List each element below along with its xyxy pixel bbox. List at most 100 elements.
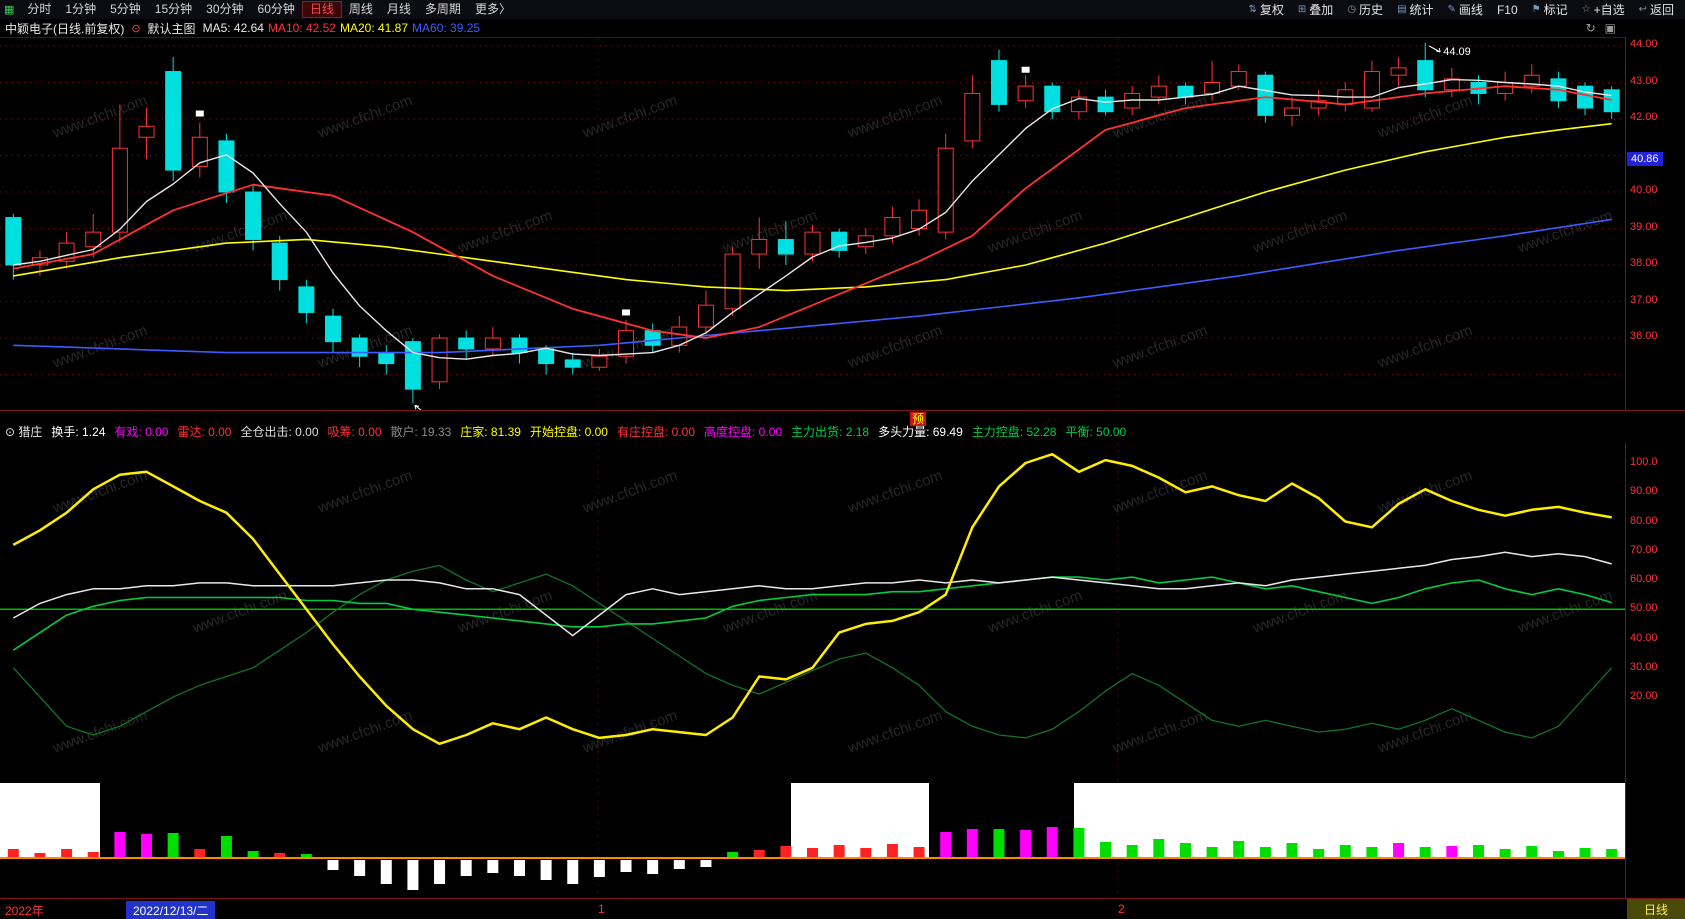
chart-style-icon[interactable]: ⊙ [131,22,141,35]
indicator-bar [567,860,579,884]
watermark: www.cfchi.com [1375,322,1475,372]
last-price-marker: 40.86 [1627,151,1663,166]
indicator-bar [673,860,685,869]
ma-label-2: MA20: 41.87 [339,21,409,35]
indicator-bar [1259,847,1271,858]
candle[interactable] [1417,42,1434,98]
watermark: www.cfchi.com [720,587,820,637]
candle[interactable] [1044,82,1061,120]
candle[interactable] [751,217,768,269]
candle[interactable] [937,133,954,240]
indicator-bar [1153,839,1165,858]
candle[interactable] [777,221,794,265]
indicator-axis-label-100.0: 100.0 [1630,456,1658,468]
period-tab-月线[interactable]: 月线 [386,2,411,16]
candle[interactable] [111,104,128,244]
candles-layer [5,42,1620,404]
tool-统计[interactable]: ▤ 统计 [1390,1,1440,18]
event-marker[interactable] [195,110,204,117]
period-tab-日线[interactable]: 日线 [301,1,342,18]
expand-icon[interactable]: ▣ [1604,21,1616,35]
bull-power-line [12,551,1612,637]
candle[interactable] [271,235,288,291]
candle[interactable] [5,213,22,280]
candle[interactable] [431,334,448,390]
candle[interactable] [1603,86,1620,119]
watermark: www.cfchi.com [1110,467,1210,517]
candle[interactable] [831,228,848,258]
month-label-2: 2 [1118,902,1125,916]
period-tab-周线[interactable]: 周线 [348,2,373,16]
indicator-bar [593,860,605,877]
candle[interactable] [1070,89,1087,119]
tool-标记[interactable]: ⚑ 标记 [1525,1,1575,18]
price-label-43.00: 43.00 [1630,74,1658,87]
app-grid-icon[interactable]: ▦ [4,4,15,16]
candle[interactable] [58,232,75,269]
candle[interactable] [990,49,1007,112]
indicator-axis-label-60.00: 60.00 [1630,573,1658,585]
period-tab-更多〉[interactable]: 更多〉 [474,2,511,16]
event-marker[interactable] [1021,66,1030,73]
candle[interactable] [804,224,821,262]
candle[interactable] [458,330,475,360]
candle[interactable] [697,290,714,335]
month-label-1: 1 [598,902,605,916]
period-tab-分时[interactable]: 分时 [27,2,52,16]
tool-+自选[interactable]: ☆ +自选 [1575,1,1632,18]
candle[interactable] [1017,75,1034,109]
candle[interactable] [1363,60,1380,112]
forecast-badge: 预 [910,412,927,426]
tool-叠加[interactable]: ⊞ 叠加 [1291,1,1340,18]
tool-画线[interactable]: ✎ 画线 [1441,1,1490,18]
candle[interactable] [484,327,501,357]
candle[interactable] [884,206,901,244]
tool-历史[interactable]: ◷ 历史 [1340,1,1390,18]
candle[interactable] [964,75,981,149]
period-tab-60分钟[interactable]: 60分钟 [257,2,295,16]
candle[interactable] [1284,97,1301,127]
indicator-field-5: 散户: 19.33 [390,425,452,439]
indicator-bar [1100,842,1112,858]
refresh-icon[interactable]: ↻ [1585,21,1596,35]
period-tab-多周期[interactable]: 多周期 [424,2,461,16]
period-tab-1分钟[interactable]: 1分钟 [65,2,97,16]
period-tab-5分钟[interactable]: 5分钟 [110,2,141,16]
candle[interactable] [218,133,235,203]
overlay-label[interactable]: 默认主图 [147,21,196,36]
indicator-bar [913,847,925,858]
candle[interactable] [538,345,555,375]
period-label[interactable]: 日线 [1627,899,1685,919]
candle[interactable] [191,122,208,178]
ma10-line [13,85,1612,339]
candle[interactable] [724,246,741,317]
candle[interactable] [564,352,581,375]
tool-返回[interactable]: ↩ 返回 [1632,1,1681,18]
candle[interactable] [165,56,182,182]
candle[interactable] [138,108,155,160]
event-marker[interactable] [622,309,631,316]
candle[interactable] [298,279,315,324]
tool-复权[interactable]: ⇅ 复权 [1242,1,1291,18]
indicator-field-9: 高度控盘: 0.00 [704,425,783,439]
watermark: www.cfchi.com [315,92,415,142]
candle[interactable] [1443,67,1460,98]
candle[interactable] [351,334,368,368]
candle[interactable] [85,213,102,258]
period-tab-15分钟[interactable]: 15分钟 [154,2,193,16]
watermark: www.cfchi.com [845,92,945,142]
indicator-bar [620,860,632,872]
candle[interactable] [1390,56,1407,87]
candle[interactable] [591,348,608,371]
tool-icon-历史: ◷ [1347,4,1357,15]
main-candlestick-chart[interactable]: www.cfchi.com www.cfchi.com www.cfchi.com w… [0,37,1625,411]
candle[interactable] [324,308,341,353]
indicator-chart[interactable]: www.cfchi.com www.cfchi.com www.cfchi.com w… [0,443,1625,898]
tool-F10[interactable]: F10 [1490,3,1525,17]
indicator-name[interactable]: ⊙ 猎庄 [5,425,43,439]
candle[interactable] [1577,82,1594,116]
indicator-bar [1606,849,1618,858]
period-tab-30分钟[interactable]: 30分钟 [206,2,244,16]
candle[interactable] [245,184,262,251]
